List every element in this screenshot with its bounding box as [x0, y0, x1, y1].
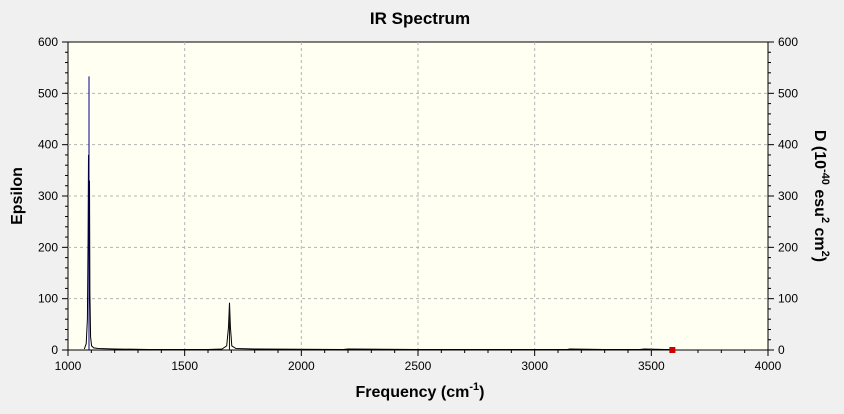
x-tick-label: 1000 [55, 359, 82, 373]
y-axis-title-right-part: cm [811, 223, 828, 251]
y-axis-title-right-part: 2 [819, 251, 831, 257]
x-axis-title: Frequency (cm-1) [356, 381, 485, 401]
y-axis-title-left: Epsilon [9, 167, 26, 225]
y-tick-label-left: 300 [38, 189, 58, 203]
y-tick-label-left: 0 [51, 343, 58, 357]
x-axis-title-text: Frequency (cm [356, 384, 470, 401]
y-tick-label-right: 400 [778, 138, 798, 152]
grid-lines [68, 42, 768, 350]
y-axis-title-right-part: esu [811, 185, 828, 217]
y-tick-label-right: 300 [778, 189, 798, 203]
x-tick-label: 3000 [521, 359, 548, 373]
y-tick-label-right: 600 [778, 35, 798, 49]
y-tick-label-right: 100 [778, 292, 798, 306]
x-tick-label: 2500 [405, 359, 432, 373]
x-axis-title-sup: -1 [469, 381, 479, 393]
chart-title: IR Spectrum [370, 9, 470, 28]
x-tick-label: 2000 [288, 359, 315, 373]
marker-layer [669, 347, 676, 353]
y-tick-label-left: 100 [38, 292, 58, 306]
y-axis-title-right-part: D (10 [811, 130, 828, 169]
y-tick-label-left: 200 [38, 240, 58, 254]
y-axis-title-right: D (10-40 esu2 cm2) [811, 130, 831, 262]
y-tick-label-left: 600 [38, 35, 58, 49]
y-tick-label-right: 200 [778, 240, 798, 254]
marker-point-0 [669, 347, 676, 353]
y-axis-title-right-part: 2 [819, 217, 831, 223]
y-axis-title-right-part: -40 [819, 169, 831, 185]
y-tick-label-left: 400 [38, 138, 58, 152]
stick-layer [88, 76, 230, 350]
y-axis-title-right-part: ) [811, 257, 828, 262]
x-tick-label: 4000 [755, 359, 782, 373]
axis-ticks: 1000 1500 2000 2500 3000 3500 4000 0 0 100 100 200 2… [38, 35, 798, 373]
y-tick-label-left: 500 [38, 86, 58, 100]
y-tick-label-right: 0 [778, 343, 785, 357]
x-axis-title-suffix: ) [479, 384, 484, 401]
x-tick-label: 1500 [171, 359, 198, 373]
y-tick-label-right: 500 [778, 86, 798, 100]
x-tick-label: 3500 [638, 359, 665, 373]
